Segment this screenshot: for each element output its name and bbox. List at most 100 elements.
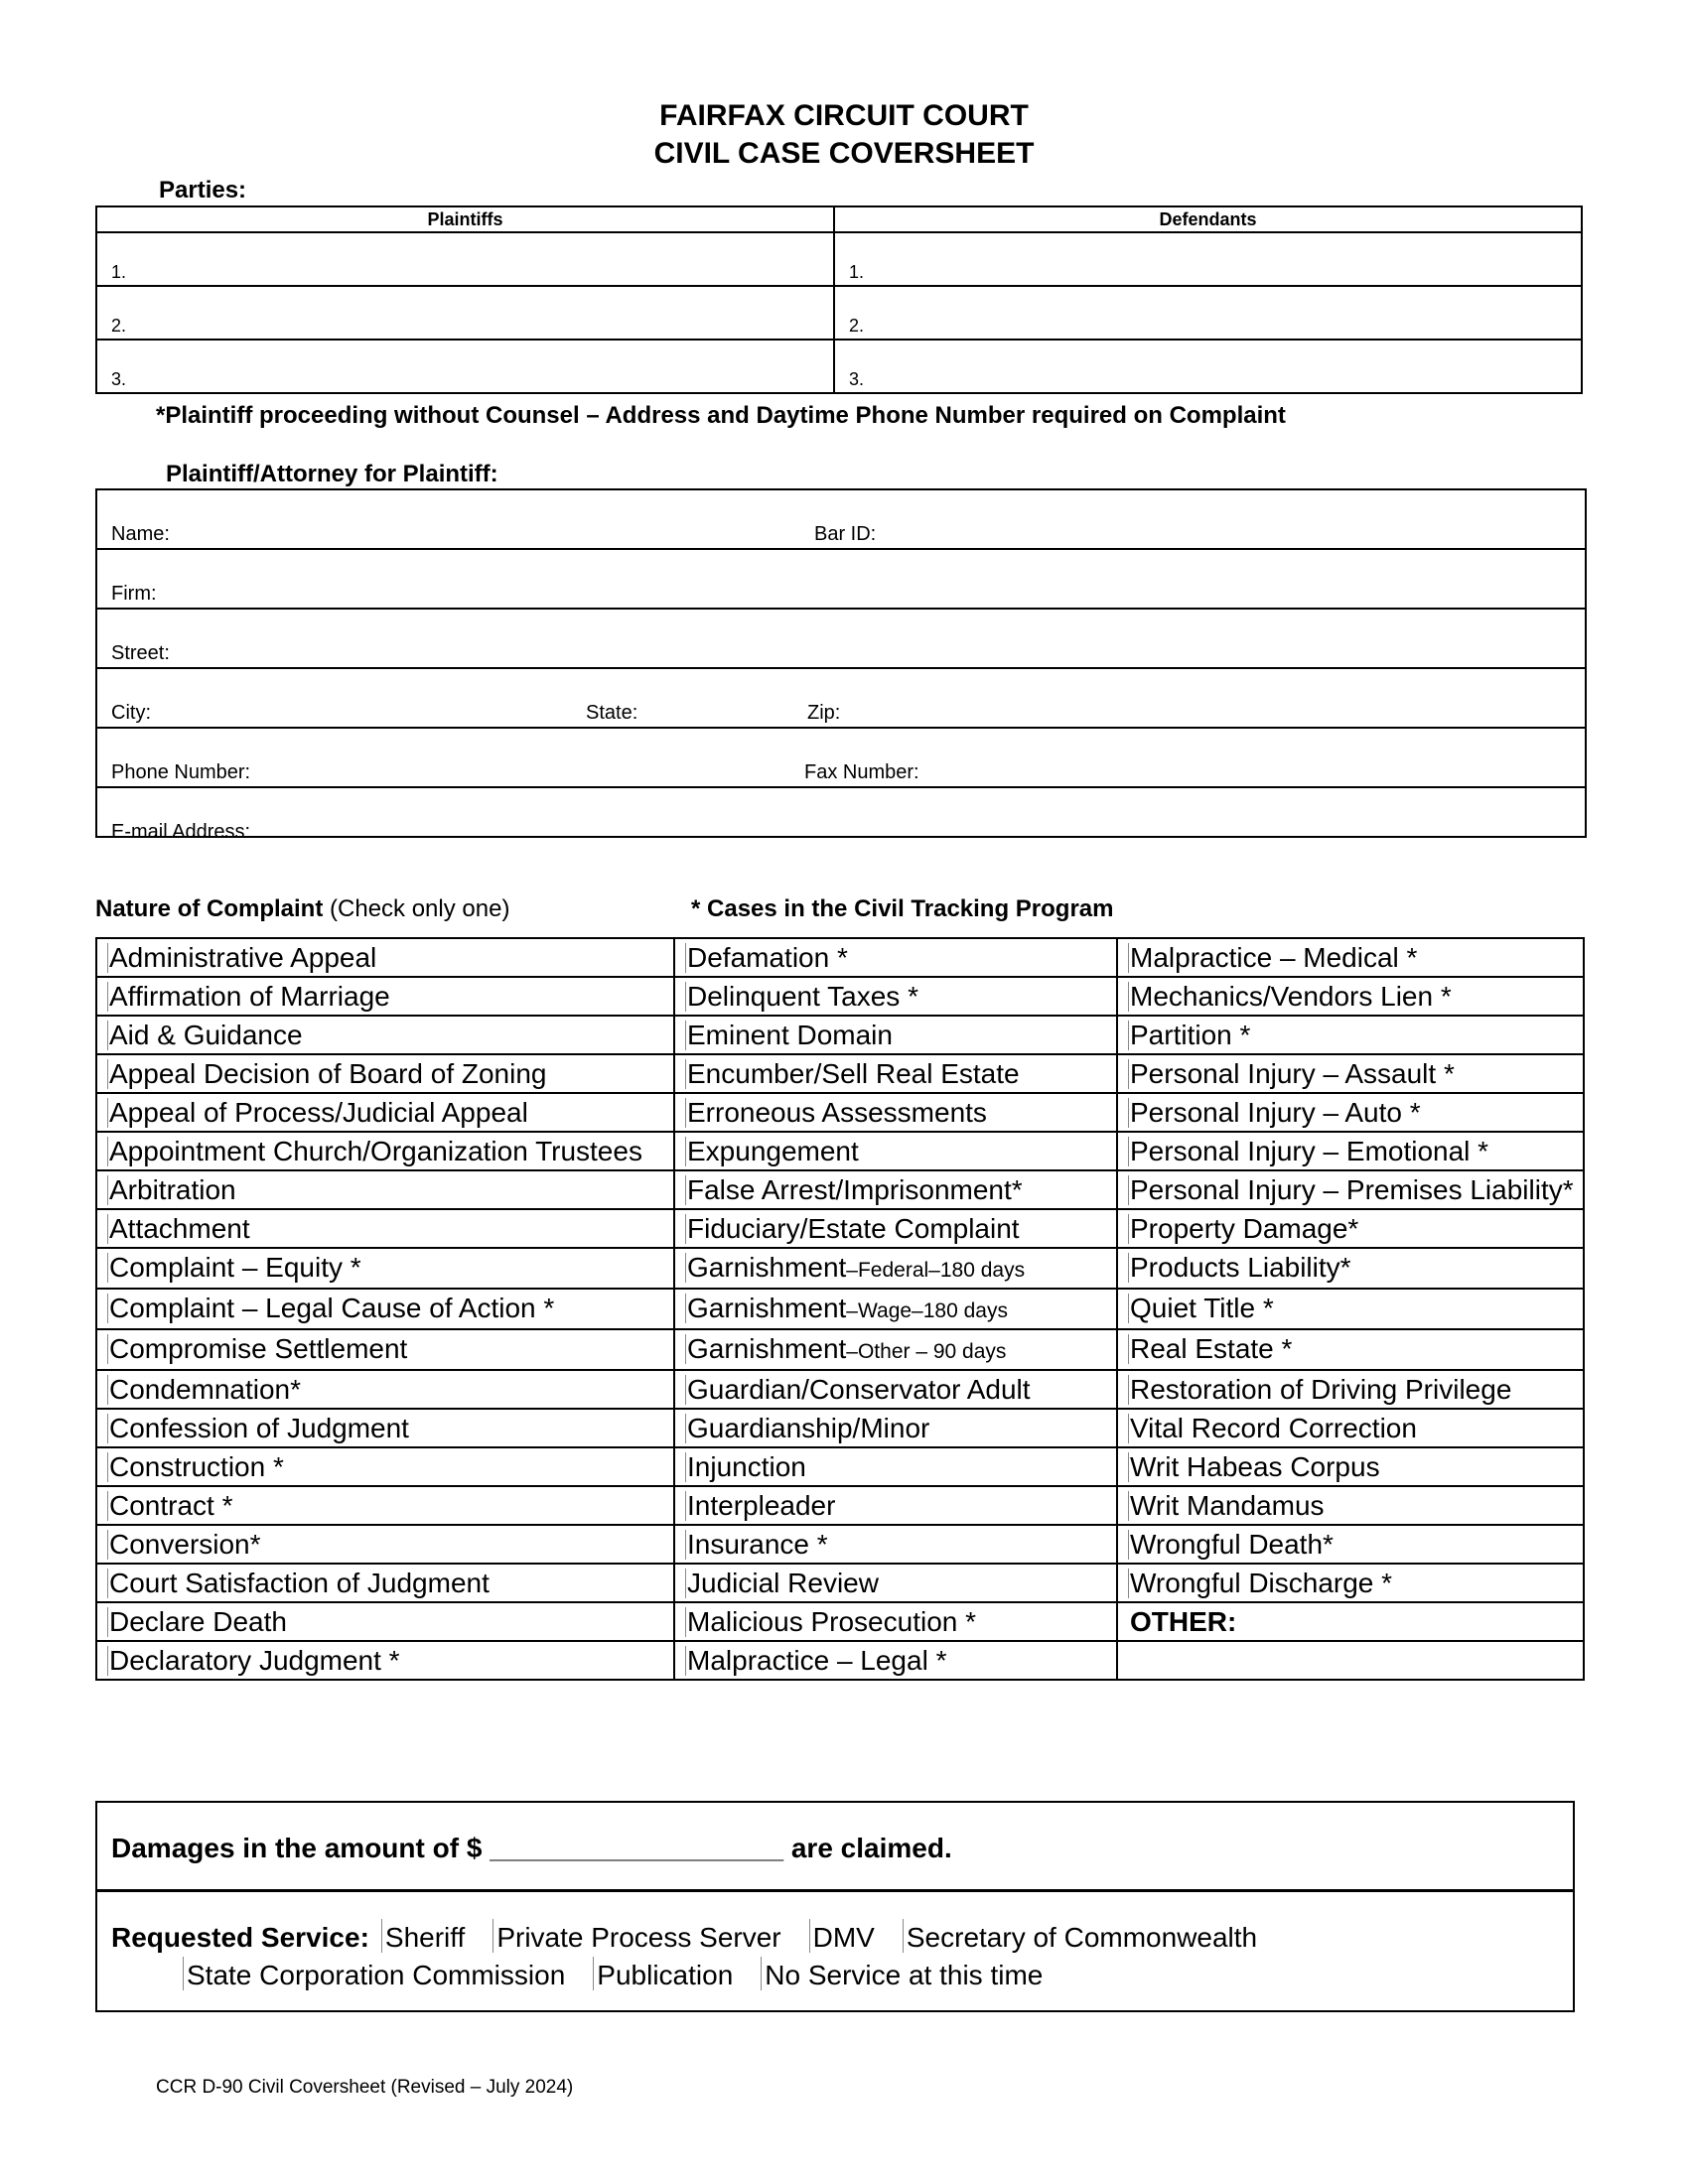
complaint-option-wrongful-discharge[interactable]: Wrongful Discharge * xyxy=(1116,1563,1585,1603)
checkbox[interactable] xyxy=(685,1646,686,1676)
complaint-option-arbitration[interactable]: Arbitration xyxy=(95,1169,675,1210)
checkbox[interactable] xyxy=(1128,1491,1129,1521)
complaint-option-complaint-legal-cause-of-action[interactable]: Complaint – Legal Cause of Action * xyxy=(95,1288,675,1330)
checkbox[interactable] xyxy=(107,1646,108,1676)
complaint-option-malpractice-medical[interactable]: Malpractice – Medical * xyxy=(1116,937,1585,978)
complaint-option-declare-death[interactable]: Declare Death xyxy=(95,1601,675,1642)
complaint-option-condemnation[interactable]: Condemnation* xyxy=(95,1369,675,1410)
checkbox[interactable] xyxy=(1128,1294,1129,1323)
complaint-option-injunction[interactable]: Injunction xyxy=(673,1446,1118,1487)
complaint-option-quiet-title[interactable]: Quiet Title * xyxy=(1116,1288,1585,1330)
checkbox[interactable] xyxy=(685,1375,686,1405)
complaint-option-contract[interactable]: Contract * xyxy=(95,1485,675,1526)
complaint-option-insurance[interactable]: Insurance * xyxy=(673,1524,1118,1565)
complaint-option-construction[interactable]: Construction * xyxy=(95,1446,675,1487)
complaint-option-erroneous-assessments[interactable]: Erroneous Assessments xyxy=(673,1092,1118,1133)
checkbox[interactable] xyxy=(1128,1253,1129,1283)
complaint-option-wrongful-death[interactable]: Wrongful Death* xyxy=(1116,1524,1585,1565)
checkbox[interactable] xyxy=(685,1059,686,1089)
complaint-option-confession-of-judgment[interactable]: Confession of Judgment xyxy=(95,1408,675,1448)
checkbox[interactable] xyxy=(685,1253,686,1283)
complaint-option-personal-injury-assault[interactable]: Personal Injury – Assault * xyxy=(1116,1053,1585,1094)
complaint-option-administrative-appeal[interactable]: Administrative Appeal xyxy=(95,937,675,978)
firm-row[interactable]: Firm: xyxy=(97,550,1585,610)
checkbox[interactable] xyxy=(1128,1098,1129,1128)
checkbox[interactable] xyxy=(1128,1530,1129,1560)
defendant-field-2[interactable]: 2. xyxy=(833,285,1583,341)
service-option-no-service-at-this-time[interactable]: No Service at this time xyxy=(761,1957,1043,1994)
complaint-option-fiduciary-estate-complaint[interactable]: Fiduciary/Estate Complaint xyxy=(673,1208,1118,1249)
plaintiff-field-2[interactable]: 2. xyxy=(95,285,835,341)
complaint-option-writ-mandamus[interactable]: Writ Mandamus xyxy=(1116,1485,1585,1526)
checkbox[interactable] xyxy=(685,1021,686,1050)
checkbox[interactable] xyxy=(685,1098,686,1128)
checkbox[interactable] xyxy=(1128,1334,1129,1364)
checkbox[interactable] xyxy=(685,1294,686,1323)
defendant-field-3[interactable]: 3. xyxy=(833,339,1583,394)
complaint-option-judicial-review[interactable]: Judicial Review xyxy=(673,1563,1118,1603)
complaint-option-aid-guidance[interactable]: Aid & Guidance xyxy=(95,1015,675,1055)
complaint-option-expungement[interactable]: Expungement xyxy=(673,1131,1118,1171)
complaint-option-real-estate[interactable]: Real Estate * xyxy=(1116,1328,1585,1371)
checkbox[interactable] xyxy=(107,1294,108,1323)
complaint-option-appeal-decision-of-board-of-zoning[interactable]: Appeal Decision of Board of Zoning xyxy=(95,1053,675,1094)
checkbox[interactable] xyxy=(685,1175,686,1205)
checkbox[interactable] xyxy=(107,1607,108,1637)
checkbox[interactable] xyxy=(107,1175,108,1205)
complaint-option-mechanics-vendors-lien[interactable]: Mechanics/Vendors Lien * xyxy=(1116,976,1585,1017)
checkbox[interactable] xyxy=(107,1137,108,1166)
complaint-option-delinquent-taxes[interactable]: Delinquent Taxes * xyxy=(673,976,1118,1017)
complaint-option-defamation[interactable]: Defamation * xyxy=(673,937,1118,978)
checkbox[interactable] xyxy=(1128,1452,1129,1482)
complaint-option-vital-record-correction[interactable]: Vital Record Correction xyxy=(1116,1408,1585,1448)
complaint-option-appeal-of-process-judicial-appeal[interactable]: Appeal of Process/Judicial Appeal xyxy=(95,1092,675,1133)
complaint-option-malicious-prosecution[interactable]: Malicious Prosecution * xyxy=(673,1601,1118,1642)
complaint-option-declaratory-judgment[interactable]: Declaratory Judgment * xyxy=(95,1640,675,1681)
checkbox[interactable] xyxy=(1128,1569,1129,1598)
complaint-option-interpleader[interactable]: Interpleader xyxy=(673,1485,1118,1526)
checkbox[interactable] xyxy=(1128,1175,1129,1205)
complaint-option-property-damage[interactable]: Property Damage* xyxy=(1116,1208,1585,1249)
service-option-state-corporation-commission[interactable]: State Corporation Commission xyxy=(183,1957,565,1994)
checkbox[interactable] xyxy=(685,1452,686,1482)
complaint-option-complaint-equity[interactable]: Complaint – Equity * xyxy=(95,1247,675,1290)
damages-amount-field[interactable]: ___________________ xyxy=(490,1833,784,1863)
checkbox[interactable] xyxy=(107,1452,108,1482)
plaintiff-field-1[interactable]: 1. xyxy=(95,231,835,287)
phone-row[interactable]: Phone Number: Fax Number: xyxy=(97,729,1585,788)
complaint-option-appointment-church-organization-trustees[interactable]: Appointment Church/Organization Trustees xyxy=(95,1131,675,1171)
checkbox[interactable] xyxy=(107,1530,108,1560)
complaint-option-conversion[interactable]: Conversion* xyxy=(95,1524,675,1565)
checkbox[interactable] xyxy=(1128,1414,1129,1443)
complaint-option-personal-injury-auto[interactable]: Personal Injury – Auto * xyxy=(1116,1092,1585,1133)
complaint-option-personal-injury-emotional[interactable]: Personal Injury – Emotional * xyxy=(1116,1131,1585,1171)
checkbox[interactable] xyxy=(107,1059,108,1089)
checkbox[interactable] xyxy=(107,1098,108,1128)
checkbox[interactable] xyxy=(1128,1375,1129,1405)
checkbox[interactable] xyxy=(1128,1214,1129,1244)
complaint-option-court-satisfaction-of-judgment[interactable]: Court Satisfaction of Judgment xyxy=(95,1563,675,1603)
complaint-option-encumber-sell-real-estate[interactable]: Encumber/Sell Real Estate xyxy=(673,1053,1118,1094)
complaint-option-compromise-settlement[interactable]: Compromise Settlement xyxy=(95,1328,675,1371)
checkbox[interactable] xyxy=(685,1607,686,1637)
checkbox[interactable] xyxy=(685,1137,686,1166)
service-option-secretary-of-commonwealth[interactable]: Secretary of Commonwealth xyxy=(902,1919,1257,1957)
checkbox[interactable] xyxy=(685,1214,686,1244)
checkbox[interactable] xyxy=(1128,1021,1129,1050)
checkbox[interactable] xyxy=(685,1414,686,1443)
complaint-option-restoration-of-driving-privilege[interactable]: Restoration of Driving Privilege xyxy=(1116,1369,1585,1410)
complaint-option-malpractice-legal[interactable]: Malpractice – Legal * xyxy=(673,1640,1118,1681)
complaint-option-affirmation-of-marriage[interactable]: Affirmation of Marriage xyxy=(95,976,675,1017)
checkbox[interactable] xyxy=(685,1334,686,1364)
service-option-dmv[interactable]: DMV xyxy=(808,1919,875,1957)
complaint-option-writ-habeas-corpus[interactable]: Writ Habeas Corpus xyxy=(1116,1446,1585,1487)
checkbox[interactable] xyxy=(107,1491,108,1521)
email-row[interactable]: E-mail Address: xyxy=(97,788,1585,846)
checkbox[interactable] xyxy=(1128,982,1129,1012)
checkbox[interactable] xyxy=(685,1530,686,1560)
service-option-publication[interactable]: Publication xyxy=(593,1957,733,1994)
checkbox[interactable] xyxy=(1128,1059,1129,1089)
checkbox[interactable] xyxy=(107,943,108,973)
checkbox[interactable] xyxy=(107,1375,108,1405)
checkbox[interactable] xyxy=(107,1214,108,1244)
